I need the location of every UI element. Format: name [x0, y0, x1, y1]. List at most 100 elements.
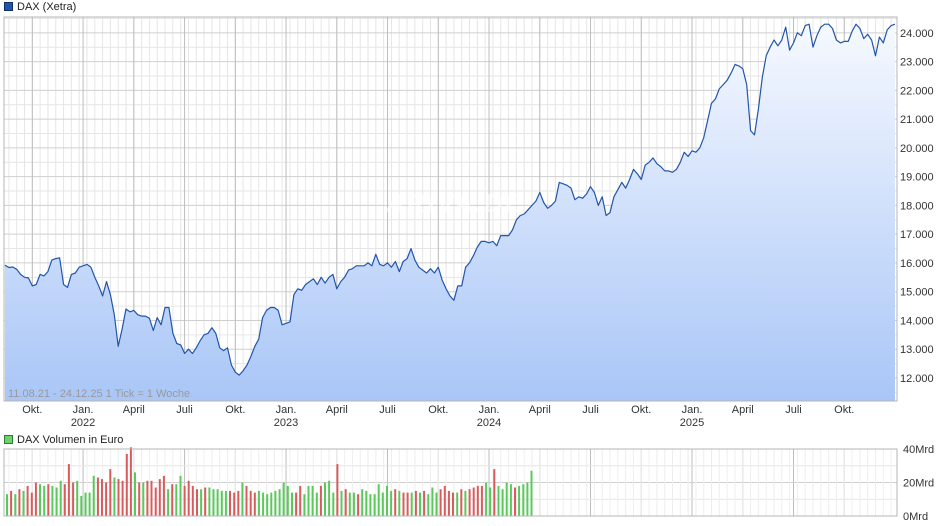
x-tick-label: Jan. [276, 404, 297, 416]
volume-plot-frame [3, 448, 898, 517]
volume-bar [34, 482, 37, 516]
volume-bar [191, 485, 194, 516]
volume-bar [121, 480, 124, 516]
volume-bar [30, 492, 33, 516]
price-y-axis: 12.000 13.000 14.000 15.000 16.000 17.000 18.0… [900, 28, 934, 385]
volume-bar [224, 490, 227, 516]
x-tick-label: Juli [379, 404, 396, 416]
volume-bar [84, 492, 87, 516]
volume-bar [493, 469, 496, 516]
volume-bar [394, 489, 397, 516]
price-y-tick-label: 19.000 [900, 172, 934, 184]
volume-bar [390, 490, 393, 516]
x-tick-label: Okt. [225, 404, 245, 416]
volume-bar [14, 494, 17, 516]
price-y-tick-label: 12.000 [900, 373, 934, 385]
volume-bar [154, 487, 157, 516]
volume-bar [229, 490, 231, 516]
price-y-tick-label: 24.000 [900, 28, 934, 40]
volume-bar [402, 492, 405, 516]
volume-bar [476, 485, 479, 516]
volume-bar [59, 480, 62, 516]
volume-bar [146, 480, 149, 516]
volume-bar [311, 485, 314, 516]
price-area [5, 24, 895, 401]
volume-bar [67, 464, 70, 516]
volume-bar [76, 480, 79, 516]
volume-bar [22, 490, 25, 516]
price-legend-swatch [4, 2, 13, 11]
volume-bar [129, 447, 132, 516]
volume-bar [377, 484, 380, 516]
volume-bar [530, 470, 533, 516]
volume-bar [472, 487, 475, 516]
volume-bar [480, 485, 483, 516]
volume-bar [319, 485, 322, 516]
watermark: ARIVA.DE [385, 188, 524, 218]
volume-bar [439, 489, 442, 516]
volume-bar [47, 484, 50, 516]
volume-bar [241, 482, 244, 516]
price-legend: DAX (Xetra) [4, 0, 76, 13]
volume-bar [6, 494, 8, 516]
volume-bar [208, 487, 211, 516]
volume-bar [443, 485, 446, 516]
x-year-label: 2023 [274, 417, 298, 429]
volume-bar [245, 485, 248, 516]
volume-bar [307, 485, 310, 516]
volume-bar [452, 492, 454, 516]
x-tick-label: April [123, 404, 145, 416]
volume-bar [386, 485, 388, 516]
volume-bar [447, 490, 450, 516]
volume-bar [295, 492, 298, 516]
x-tick-label: Okt. [22, 404, 42, 416]
price-plot-frame [3, 16, 898, 402]
volume-bar [419, 492, 421, 516]
price-y-tick-label: 21.000 [900, 114, 934, 126]
volume-bars [6, 447, 533, 516]
volume-bar [332, 492, 335, 516]
volume-bar [158, 479, 161, 516]
x-tick-label: Juli [176, 404, 193, 416]
volume-bar [501, 489, 504, 516]
volume-bar [485, 482, 488, 516]
volume-bar [303, 494, 306, 516]
volume-bar [167, 489, 170, 516]
volume-bar [340, 490, 343, 516]
volume-bar [101, 479, 103, 516]
volume-bar [456, 492, 459, 516]
volume-bar [357, 494, 360, 516]
volume-bar [216, 489, 219, 516]
price-y-tick-label: 23.000 [900, 57, 934, 69]
volume-bar [249, 490, 252, 516]
volume-bar [212, 489, 215, 516]
volume-bar [270, 492, 273, 516]
volume-bar [10, 490, 13, 516]
volume-bar [348, 492, 351, 516]
price-y-tick-label: 18.000 [900, 200, 934, 212]
x-tick-label: Juli [785, 404, 802, 416]
volume-bar [237, 490, 240, 516]
volume-bar [18, 489, 21, 516]
volume-bar [43, 485, 46, 516]
volume-bar [286, 485, 289, 516]
x-tick-label: April [529, 404, 551, 416]
volume-bar [142, 482, 145, 516]
volume-bar [505, 482, 508, 516]
volume-bar [117, 479, 120, 516]
volume-bar [423, 490, 426, 516]
volume-bar [204, 487, 207, 516]
x-tick-label: Okt. [428, 404, 448, 416]
volume-bar [414, 490, 417, 516]
volume-bar [109, 469, 112, 516]
volume-y-tick-label: 0Mrd [903, 511, 928, 523]
x-tick-label: Jan. [682, 404, 703, 416]
volume-bar [489, 487, 492, 516]
volume-bar [196, 489, 198, 516]
price-y-tick-label: 17.000 [900, 229, 934, 241]
price-y-tick-label: 16.000 [900, 258, 934, 270]
volume-bar [72, 482, 75, 516]
volume-bar [406, 492, 409, 516]
volume-y-tick-label: 40Mrd [903, 444, 934, 456]
